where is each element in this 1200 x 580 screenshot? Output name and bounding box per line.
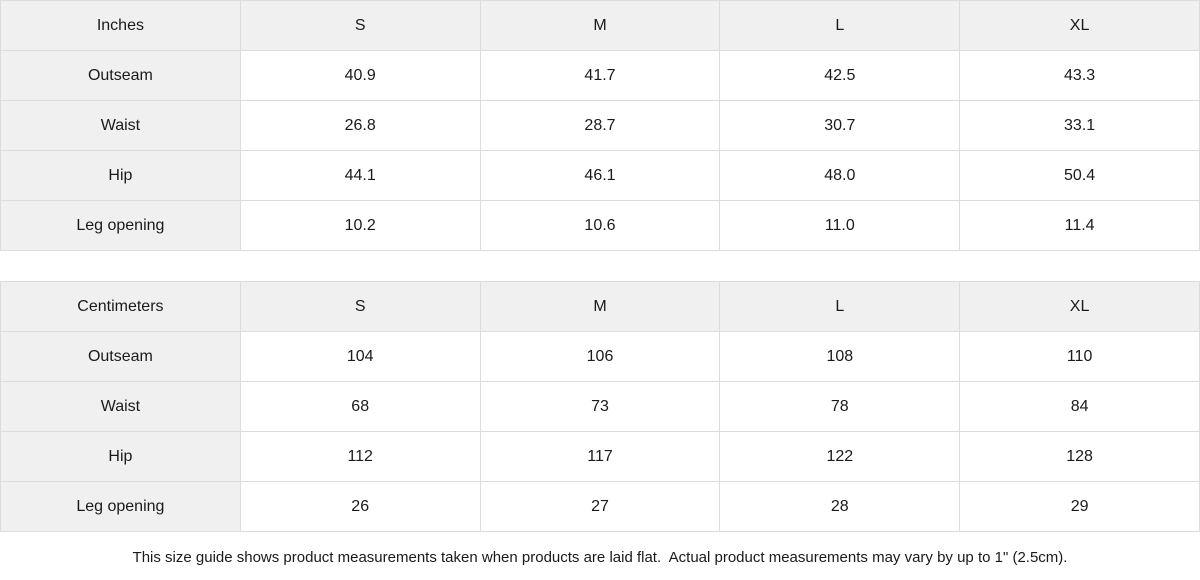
size-header-cell: L [719, 281, 961, 332]
value-cell: 11.4 [959, 200, 1200, 251]
value-cell: 117 [479, 431, 721, 482]
row-label-cell: Outseam [0, 50, 241, 101]
value-cell: 78 [719, 381, 961, 432]
row-label-cell: Leg opening [0, 481, 241, 532]
centimeters-size-table: Centimeters S M L XL Outseam 104 106 108 110 Waist… [0, 281, 1200, 532]
table-row: Outseam 40.9 41.7 42.5 43.3 [0, 50, 1200, 101]
value-cell: 33.1 [959, 100, 1200, 151]
row-label-cell: Outseam [0, 331, 241, 382]
value-cell: 28 [719, 481, 961, 532]
size-header-cell: M [479, 281, 721, 332]
value-cell: 104 [239, 331, 481, 382]
value-cell: 41.7 [479, 50, 721, 101]
value-cell: 128 [959, 431, 1200, 482]
value-cell: 112 [239, 431, 481, 482]
value-cell: 26.8 [239, 100, 481, 151]
value-cell: 48.0 [719, 150, 961, 201]
value-cell: 108 [719, 331, 961, 382]
row-label-cell: Waist [0, 100, 241, 151]
value-cell: 50.4 [959, 150, 1200, 201]
value-cell: 26 [239, 481, 481, 532]
size-header-cell: XL [959, 281, 1200, 332]
table-row: Leg opening 10.2 10.6 11.0 11.4 [0, 200, 1200, 251]
value-cell: 30.7 [719, 100, 961, 151]
row-label-cell: Hip [0, 150, 241, 201]
value-cell: 43.3 [959, 50, 1200, 101]
value-cell: 10.6 [479, 200, 721, 251]
table-row: Leg opening 26 27 28 29 [0, 481, 1200, 532]
row-label-cell: Hip [0, 431, 241, 482]
value-cell: 10.2 [239, 200, 481, 251]
row-label-cell: Leg opening [0, 200, 241, 251]
value-cell: 122 [719, 431, 961, 482]
footer-note: This size guide shows product measuremen… [132, 548, 1068, 566]
value-cell: 28.7 [479, 100, 721, 151]
size-header-cell: S [239, 0, 481, 51]
value-cell: 68 [239, 381, 481, 432]
unit-header-cell: Centimeters [0, 281, 241, 332]
table-row: Waist 26.8 28.7 30.7 33.1 [0, 100, 1200, 151]
table-row: Waist 68 73 78 84 [0, 381, 1200, 432]
table-row: Outseam 104 106 108 110 [0, 331, 1200, 382]
value-cell: 27 [479, 481, 721, 532]
size-header-cell: M [479, 0, 721, 51]
unit-header-cell: Inches [0, 0, 241, 51]
value-cell: 29 [959, 481, 1200, 532]
value-cell: 106 [479, 331, 721, 382]
value-cell: 84 [959, 381, 1200, 432]
header-row: Inches S M L XL [0, 0, 1200, 51]
value-cell: 46.1 [479, 150, 721, 201]
value-cell: 44.1 [239, 150, 481, 201]
row-label-cell: Waist [0, 381, 241, 432]
size-header-cell: XL [959, 0, 1200, 51]
value-cell: 73 [479, 381, 721, 432]
value-cell: 11.0 [719, 200, 961, 251]
table-row: Hip 44.1 46.1 48.0 50.4 [0, 150, 1200, 201]
value-cell: 42.5 [719, 50, 961, 101]
value-cell: 110 [959, 331, 1200, 382]
table-row: Hip 112 117 122 128 [0, 431, 1200, 482]
size-header-cell: S [239, 281, 481, 332]
inches-size-table: Inches S M L XL Outseam 40.9 41.7 42.5 43.3 Waist 2… [0, 0, 1200, 251]
size-header-cell: L [719, 0, 961, 51]
header-row: Centimeters S M L XL [0, 281, 1200, 332]
value-cell: 40.9 [239, 50, 481, 101]
